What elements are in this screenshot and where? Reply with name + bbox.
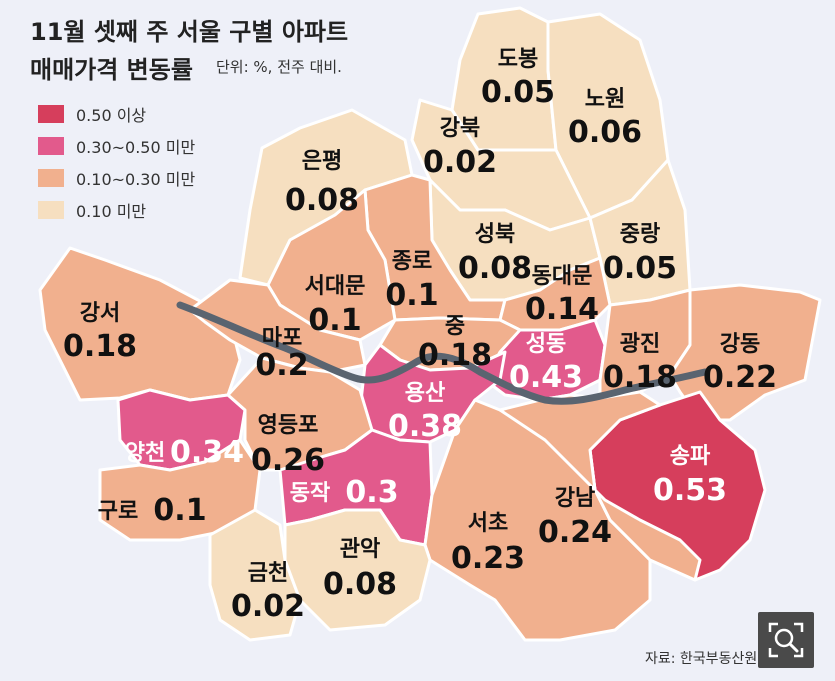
district-value: 0.05 (481, 75, 555, 110)
district-name: 양천 (125, 441, 165, 466)
district-name: 영등포 (258, 413, 319, 438)
district-value: 0.38 (388, 409, 462, 444)
legend: 0.50 이상 0.30~0.50 미만 0.10~0.30 미만 0.10 미… (38, 98, 195, 226)
unit-note: 단위: %, 전주 대비. (216, 58, 342, 76)
district-name: 관악 (340, 537, 380, 562)
district-name: 노원 (585, 87, 625, 112)
district-name: 서대문 (305, 274, 366, 299)
district-value: 0.23 (451, 541, 525, 576)
district-name: 강북 (440, 116, 480, 141)
legend-label: 0.30~0.50 미만 (76, 138, 196, 157)
district-region (98, 438, 262, 542)
district-value: 0.18 (603, 360, 677, 395)
district-region (208, 508, 302, 642)
legend-label: 0.10~0.30 미만 (76, 170, 196, 189)
legend-swatch (38, 137, 64, 155)
source-credit: 자료: 한국부동산원 (645, 651, 758, 667)
district-name: 동대문 (532, 264, 593, 289)
district-name: 중 (445, 314, 465, 339)
district-value: 0.24 (538, 515, 612, 550)
district-value: 0.2 (255, 348, 308, 383)
district-name: 강동 (720, 332, 760, 357)
district-value: 0.1 (153, 493, 206, 528)
district-value: 0.06 (568, 115, 642, 150)
district-name: 마포 (262, 326, 302, 351)
district-name: 구로 (98, 499, 138, 524)
district-value: 0.02 (423, 145, 497, 180)
district-value: 0.22 (703, 360, 777, 395)
legend-swatch (38, 105, 64, 123)
district-name: 송파 (670, 444, 711, 469)
district-value: 0.05 (603, 251, 677, 286)
district-value: 0.43 (509, 360, 583, 395)
district-value: 0.08 (323, 567, 397, 602)
district-value: 0.08 (458, 251, 532, 286)
legend-label: 0.50 이상 (76, 106, 147, 125)
district-region (668, 283, 822, 422)
district-value: 0.1 (308, 303, 361, 338)
district-value: 0.18 (63, 329, 137, 364)
district-name: 용산 (405, 381, 445, 406)
district-name: 성동 (526, 332, 566, 357)
district-name: 성북 (475, 222, 515, 247)
district-value: 0.3 (345, 475, 398, 510)
zoom-icon (768, 622, 804, 658)
district-value: 0.26 (251, 443, 325, 478)
district-name: 금천 (248, 561, 288, 586)
district-value: 0.1 (385, 278, 438, 313)
district-name: 서초 (468, 511, 508, 536)
legend-swatch (38, 201, 64, 219)
legend-swatch (38, 169, 64, 187)
legend-item: 0.50 이상 (38, 98, 195, 130)
district-name: 도봉 (498, 47, 538, 72)
legend-label: 0.10 미만 (76, 202, 147, 221)
legend-item: 0.30~0.50 미만 (38, 130, 195, 162)
map-title-line2: 매매가격 변동률 (30, 56, 193, 84)
district-value: 0.08 (285, 183, 359, 218)
han-river (176, 301, 709, 405)
district-name: 중랑 (620, 222, 660, 247)
district-value: 0.53 (653, 473, 727, 508)
district-value: 0.14 (525, 292, 599, 327)
district-value: 0.02 (231, 589, 305, 624)
district-name: 은평 (302, 149, 342, 174)
district-name: 종로 (392, 249, 432, 274)
district-region (283, 508, 432, 632)
map-title-line1: 11월 셋째 주 서울 구별 아파트 (30, 18, 349, 46)
zoom-button[interactable] (758, 612, 814, 668)
district-name: 광진 (620, 332, 660, 357)
district-value: 0.34 (170, 435, 244, 470)
district-name: 강서 (80, 301, 120, 326)
legend-item: 0.10~0.30 미만 (38, 162, 195, 194)
legend-item: 0.10 미만 (38, 194, 195, 226)
district-name: 동작 (290, 481, 330, 506)
district-value: 0.18 (418, 338, 492, 373)
district-name: 강남 (555, 486, 595, 511)
